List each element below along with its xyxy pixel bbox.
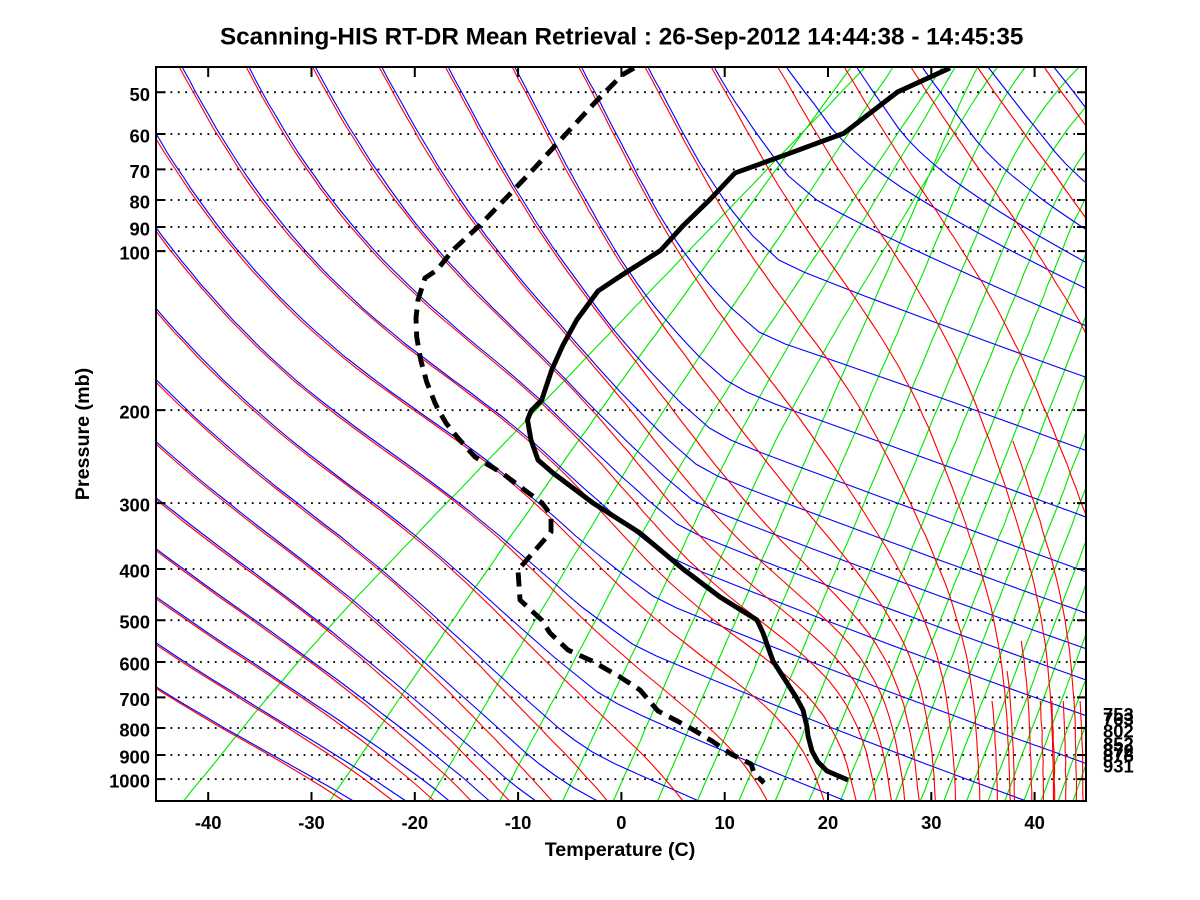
svg-text:40: 40 [1024, 812, 1044, 833]
svg-text:900: 900 [119, 746, 150, 767]
svg-text:700: 700 [119, 689, 150, 710]
svg-text:800: 800 [119, 719, 150, 740]
svg-text:931: 931 [1103, 756, 1134, 777]
svg-text:30: 30 [921, 812, 941, 833]
svg-text:-20: -20 [402, 812, 429, 833]
svg-text:-40: -40 [195, 812, 222, 833]
svg-text:90: 90 [130, 219, 150, 240]
svg-text:753: 753 [1103, 704, 1134, 725]
svg-text:70: 70 [130, 161, 150, 182]
svg-text:60: 60 [130, 126, 150, 147]
svg-text:852: 852 [1103, 733, 1134, 754]
svg-text:80: 80 [130, 192, 150, 213]
svg-text:300: 300 [119, 495, 150, 516]
svg-text:Pressure (mb): Pressure (mb) [72, 368, 94, 500]
svg-text:872: 872 [1103, 740, 1134, 761]
svg-text:-10: -10 [505, 812, 532, 833]
svg-text:20: 20 [818, 812, 838, 833]
svg-text:100: 100 [119, 243, 150, 264]
svg-text:400: 400 [119, 561, 150, 582]
svg-text:50: 50 [130, 84, 150, 105]
svg-text:200: 200 [119, 402, 150, 423]
svg-text:763: 763 [1103, 709, 1134, 730]
svg-text:500: 500 [119, 612, 150, 633]
svg-text:878: 878 [1103, 745, 1134, 766]
svg-text:600: 600 [119, 654, 150, 675]
svg-text:Scanning-HIS RT-DR Mean Retrie: Scanning-HIS RT-DR Mean Retrieval : 26-S… [220, 24, 1023, 51]
svg-text:802: 802 [1103, 721, 1134, 742]
svg-text:0: 0 [616, 812, 626, 833]
svg-text:1000: 1000 [109, 771, 150, 792]
svg-text:10: 10 [714, 812, 734, 833]
svg-text:Temperature (C): Temperature (C) [545, 839, 696, 861]
svg-text:-30: -30 [298, 812, 325, 833]
